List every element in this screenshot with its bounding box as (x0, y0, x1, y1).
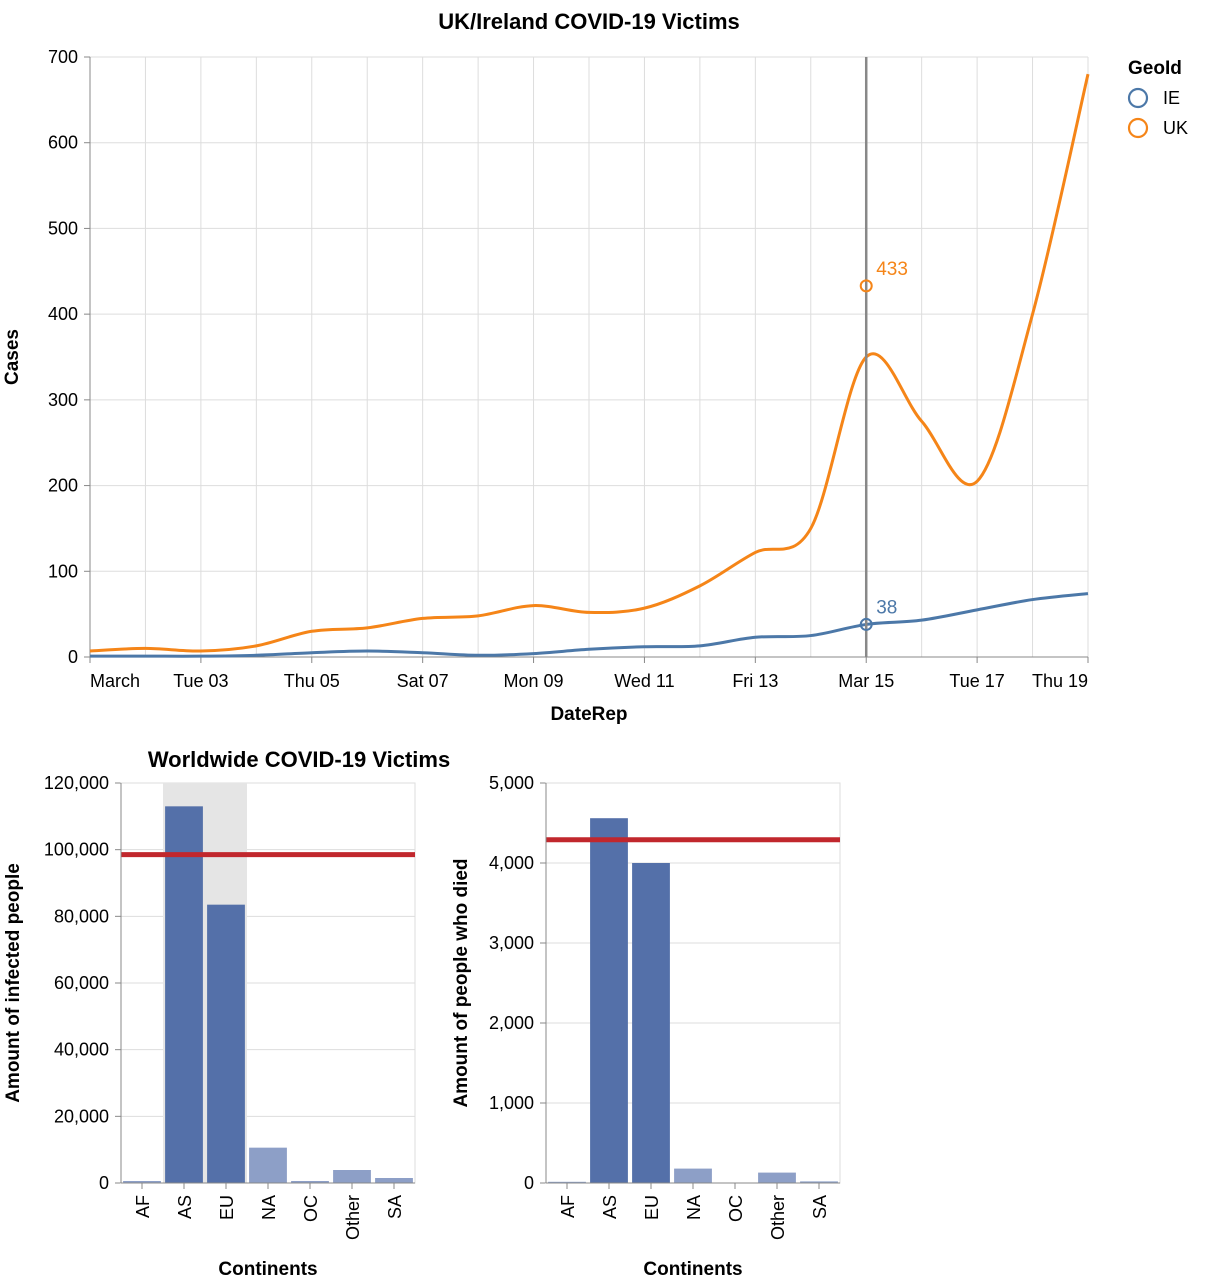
chart-title: UK/Ireland COVID-19 Victims (438, 9, 740, 34)
legend-label: IE (1163, 88, 1180, 108)
y-axis-title: Cases (2, 329, 23, 385)
x-tick-label: Thu 05 (284, 671, 340, 691)
rule-marker-label: 433 (876, 259, 908, 280)
y-tick-label: 1,000 (489, 1093, 534, 1113)
bar-na (674, 1168, 712, 1183)
x-tick-label: Wed 11 (614, 671, 674, 691)
legend-symbol-uk (1127, 117, 1149, 139)
legend-title: GeoId (1128, 58, 1182, 79)
x-tick-label: Mon 09 (504, 671, 564, 691)
x-tick-label: AF (133, 1195, 153, 1218)
y-tick-label: 40,000 (54, 1040, 109, 1060)
y-tick-label: 600 (48, 133, 78, 153)
bar-oc (291, 1181, 329, 1183)
x-tick-label: Other (343, 1195, 363, 1240)
bar-as (165, 806, 203, 1183)
x-tick-label: NA (684, 1195, 704, 1220)
bar-chart-infected: 0 20,000 40,000 60,000 80,000 100,000 120,000 A… (3, 747, 450, 1280)
x-tick-label: Tue 03 (173, 671, 228, 691)
bar-sa (375, 1178, 413, 1183)
x-axis-title: Continents (218, 1259, 317, 1280)
bar-af (548, 1181, 586, 1183)
series-line-uk (89, 73, 1090, 653)
x-tick-label: OC (726, 1195, 746, 1222)
chart-title: Worldwide COVID-19 Victims (148, 747, 450, 772)
bar-na (249, 1147, 287, 1183)
bar-af (123, 1181, 161, 1183)
x-tick-label: EU (217, 1195, 237, 1220)
y-tick-label: 500 (48, 218, 78, 238)
series-line-ie (90, 592, 1089, 658)
x-tick-label: NA (259, 1195, 279, 1220)
y-axis-title: Amount of people who died (451, 858, 472, 1107)
bar-eu (207, 904, 245, 1183)
y-tick-label: 80,000 (54, 906, 109, 926)
bar-chart-died: 0 1,000 2,000 3,000 4,000 5,000 AF AS EU NA OC Othe… (451, 773, 841, 1280)
x-axis-title: Continents (643, 1259, 742, 1280)
x-tick-label: SA (385, 1195, 405, 1219)
bar-sa (800, 1181, 838, 1183)
bar-other (333, 1170, 371, 1183)
legend-label: UK (1163, 118, 1188, 138)
y-tick-label: 3,000 (489, 933, 534, 953)
y-tick-label: 2,000 (489, 1013, 534, 1033)
y-tick-label: 700 (48, 47, 78, 67)
line-chart: 0 100 200 300 400 500 600 700 March Tue 03 Thu 05 S… (2, 9, 1188, 725)
rule-marker-label: 38 (876, 597, 897, 618)
y-tick-label: 100 (48, 561, 78, 581)
y-tick-label: 0 (68, 647, 78, 667)
y-tick-label: 0 (524, 1173, 534, 1193)
bar-other (758, 1172, 796, 1183)
y-tick-label: 20,000 (54, 1106, 109, 1126)
x-tick-label: Thu 19 (1032, 671, 1088, 691)
y-axis-title: Amount of infected people (3, 863, 24, 1103)
x-tick-label: Mar 15 (838, 671, 894, 691)
rule-marker-ie (859, 617, 873, 631)
x-tick-label: Other (768, 1195, 788, 1240)
x-axis-title: DateRep (550, 704, 627, 725)
y-tick-label: 200 (48, 476, 78, 496)
x-tick-label: SA (810, 1195, 830, 1219)
legend-symbol-ie (1127, 87, 1149, 109)
x-tick-label: Fri 13 (732, 671, 778, 691)
y-tick-label: 0 (99, 1173, 109, 1193)
bar-as (590, 818, 628, 1183)
x-tick-label: March (90, 671, 140, 691)
y-tick-label: 4,000 (489, 853, 534, 873)
x-tick-label: Tue 17 (949, 671, 1004, 691)
x-tick-label: AS (600, 1195, 620, 1219)
bar-eu (632, 863, 670, 1183)
x-tick-label: AF (558, 1195, 578, 1218)
y-tick-label: 400 (48, 304, 78, 324)
x-tick-label: EU (642, 1195, 662, 1220)
y-tick-label: 100,000 (44, 840, 109, 860)
x-tick-label: AS (175, 1195, 195, 1219)
x-tick-label: OC (301, 1195, 321, 1222)
y-tick-label: 60,000 (54, 973, 109, 993)
y-tick-label: 300 (48, 390, 78, 410)
rule-marker-uk (859, 279, 873, 293)
y-tick-label: 120,000 (44, 773, 109, 793)
y-tick-label: 5,000 (489, 773, 534, 793)
x-tick-label: Sat 07 (397, 671, 449, 691)
